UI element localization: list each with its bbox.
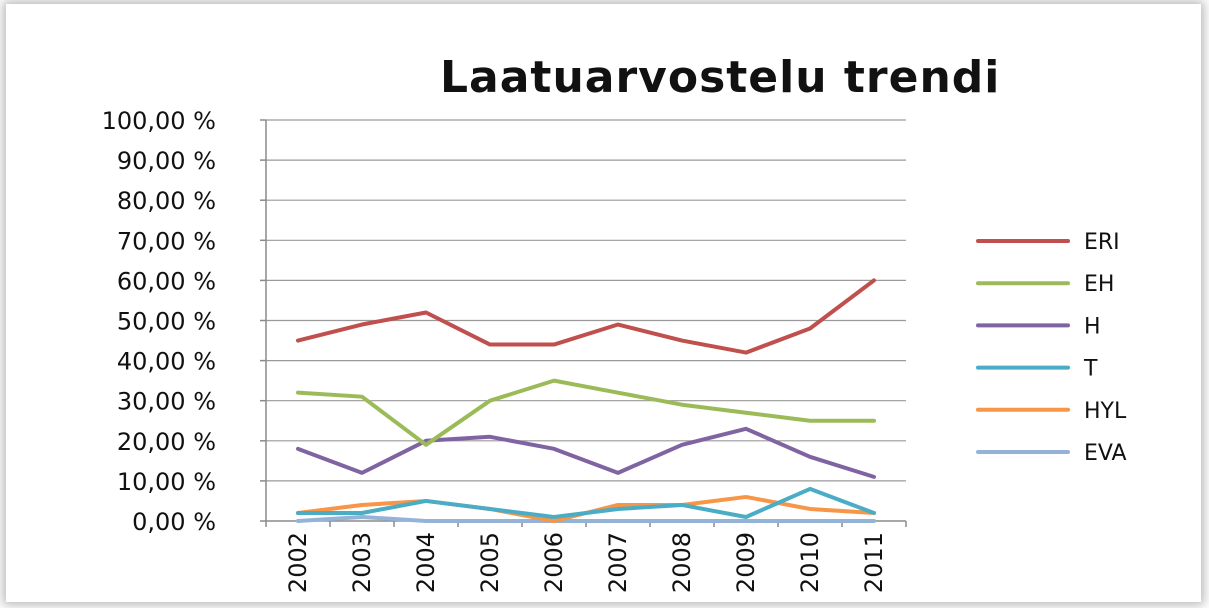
x-tick-label: 2009 [732, 532, 760, 593]
x-tick-label: 2003 [348, 532, 376, 593]
x-tick-label: 2002 [284, 532, 312, 593]
y-tick-label: 60,00 % [117, 267, 216, 295]
legend-label: HYL [1084, 399, 1127, 424]
axes [260, 119, 907, 527]
y-tick-label: 40,00 % [117, 348, 216, 376]
chart-frame [6, 4, 1201, 602]
y-tick-label: 20,00 % [117, 428, 216, 456]
y-tick-labels: 0,00 % 10,00 % 20,00 % 30,00 % 40,00 % 50,00 … [102, 107, 216, 536]
y-tick-label: 30,00 % [117, 388, 216, 416]
x-tick-label: 2007 [604, 532, 632, 593]
series-line-eva [296, 514, 876, 523]
gridlines [266, 119, 906, 482]
legend-label: EH [1084, 272, 1114, 297]
series-line-eh [296, 378, 876, 447]
series-line-t [296, 486, 876, 519]
legend-label: H [1084, 314, 1101, 339]
x-tick-label: 2010 [796, 532, 824, 593]
x-tick-label: 2004 [412, 532, 440, 593]
x-tick-label: 2006 [540, 532, 568, 593]
y-tick-label: 100,00 % [102, 107, 216, 135]
y-tick-label: 0,00 % [132, 508, 216, 536]
y-tick-label: 90,00 % [117, 147, 216, 175]
legend-label: ERI [1084, 230, 1120, 255]
legend-label: T [1083, 357, 1098, 382]
series-line-h [296, 426, 876, 479]
x-tick-label: 2008 [668, 532, 696, 593]
chart-title: Laatuarvostelu trendi [440, 52, 1001, 103]
x-tick-label: 2011 [860, 532, 888, 593]
series-lines [296, 278, 876, 523]
y-tick-label: 80,00 % [117, 187, 216, 215]
y-tick-label: 10,00 % [117, 468, 216, 496]
y-tick-label: 50,00 % [117, 308, 216, 336]
x-tick-labels: 2002 2003 2004 2005 2006 2007 2008 2009 2010 2011 [284, 532, 888, 593]
legend-label: EVA [1084, 441, 1127, 466]
y-tick-label: 70,00 % [117, 227, 216, 255]
series-line-eri [296, 278, 876, 355]
x-tick-label: 2005 [476, 532, 504, 593]
legend: ERI EH HT HYL EVA [976, 230, 1127, 466]
